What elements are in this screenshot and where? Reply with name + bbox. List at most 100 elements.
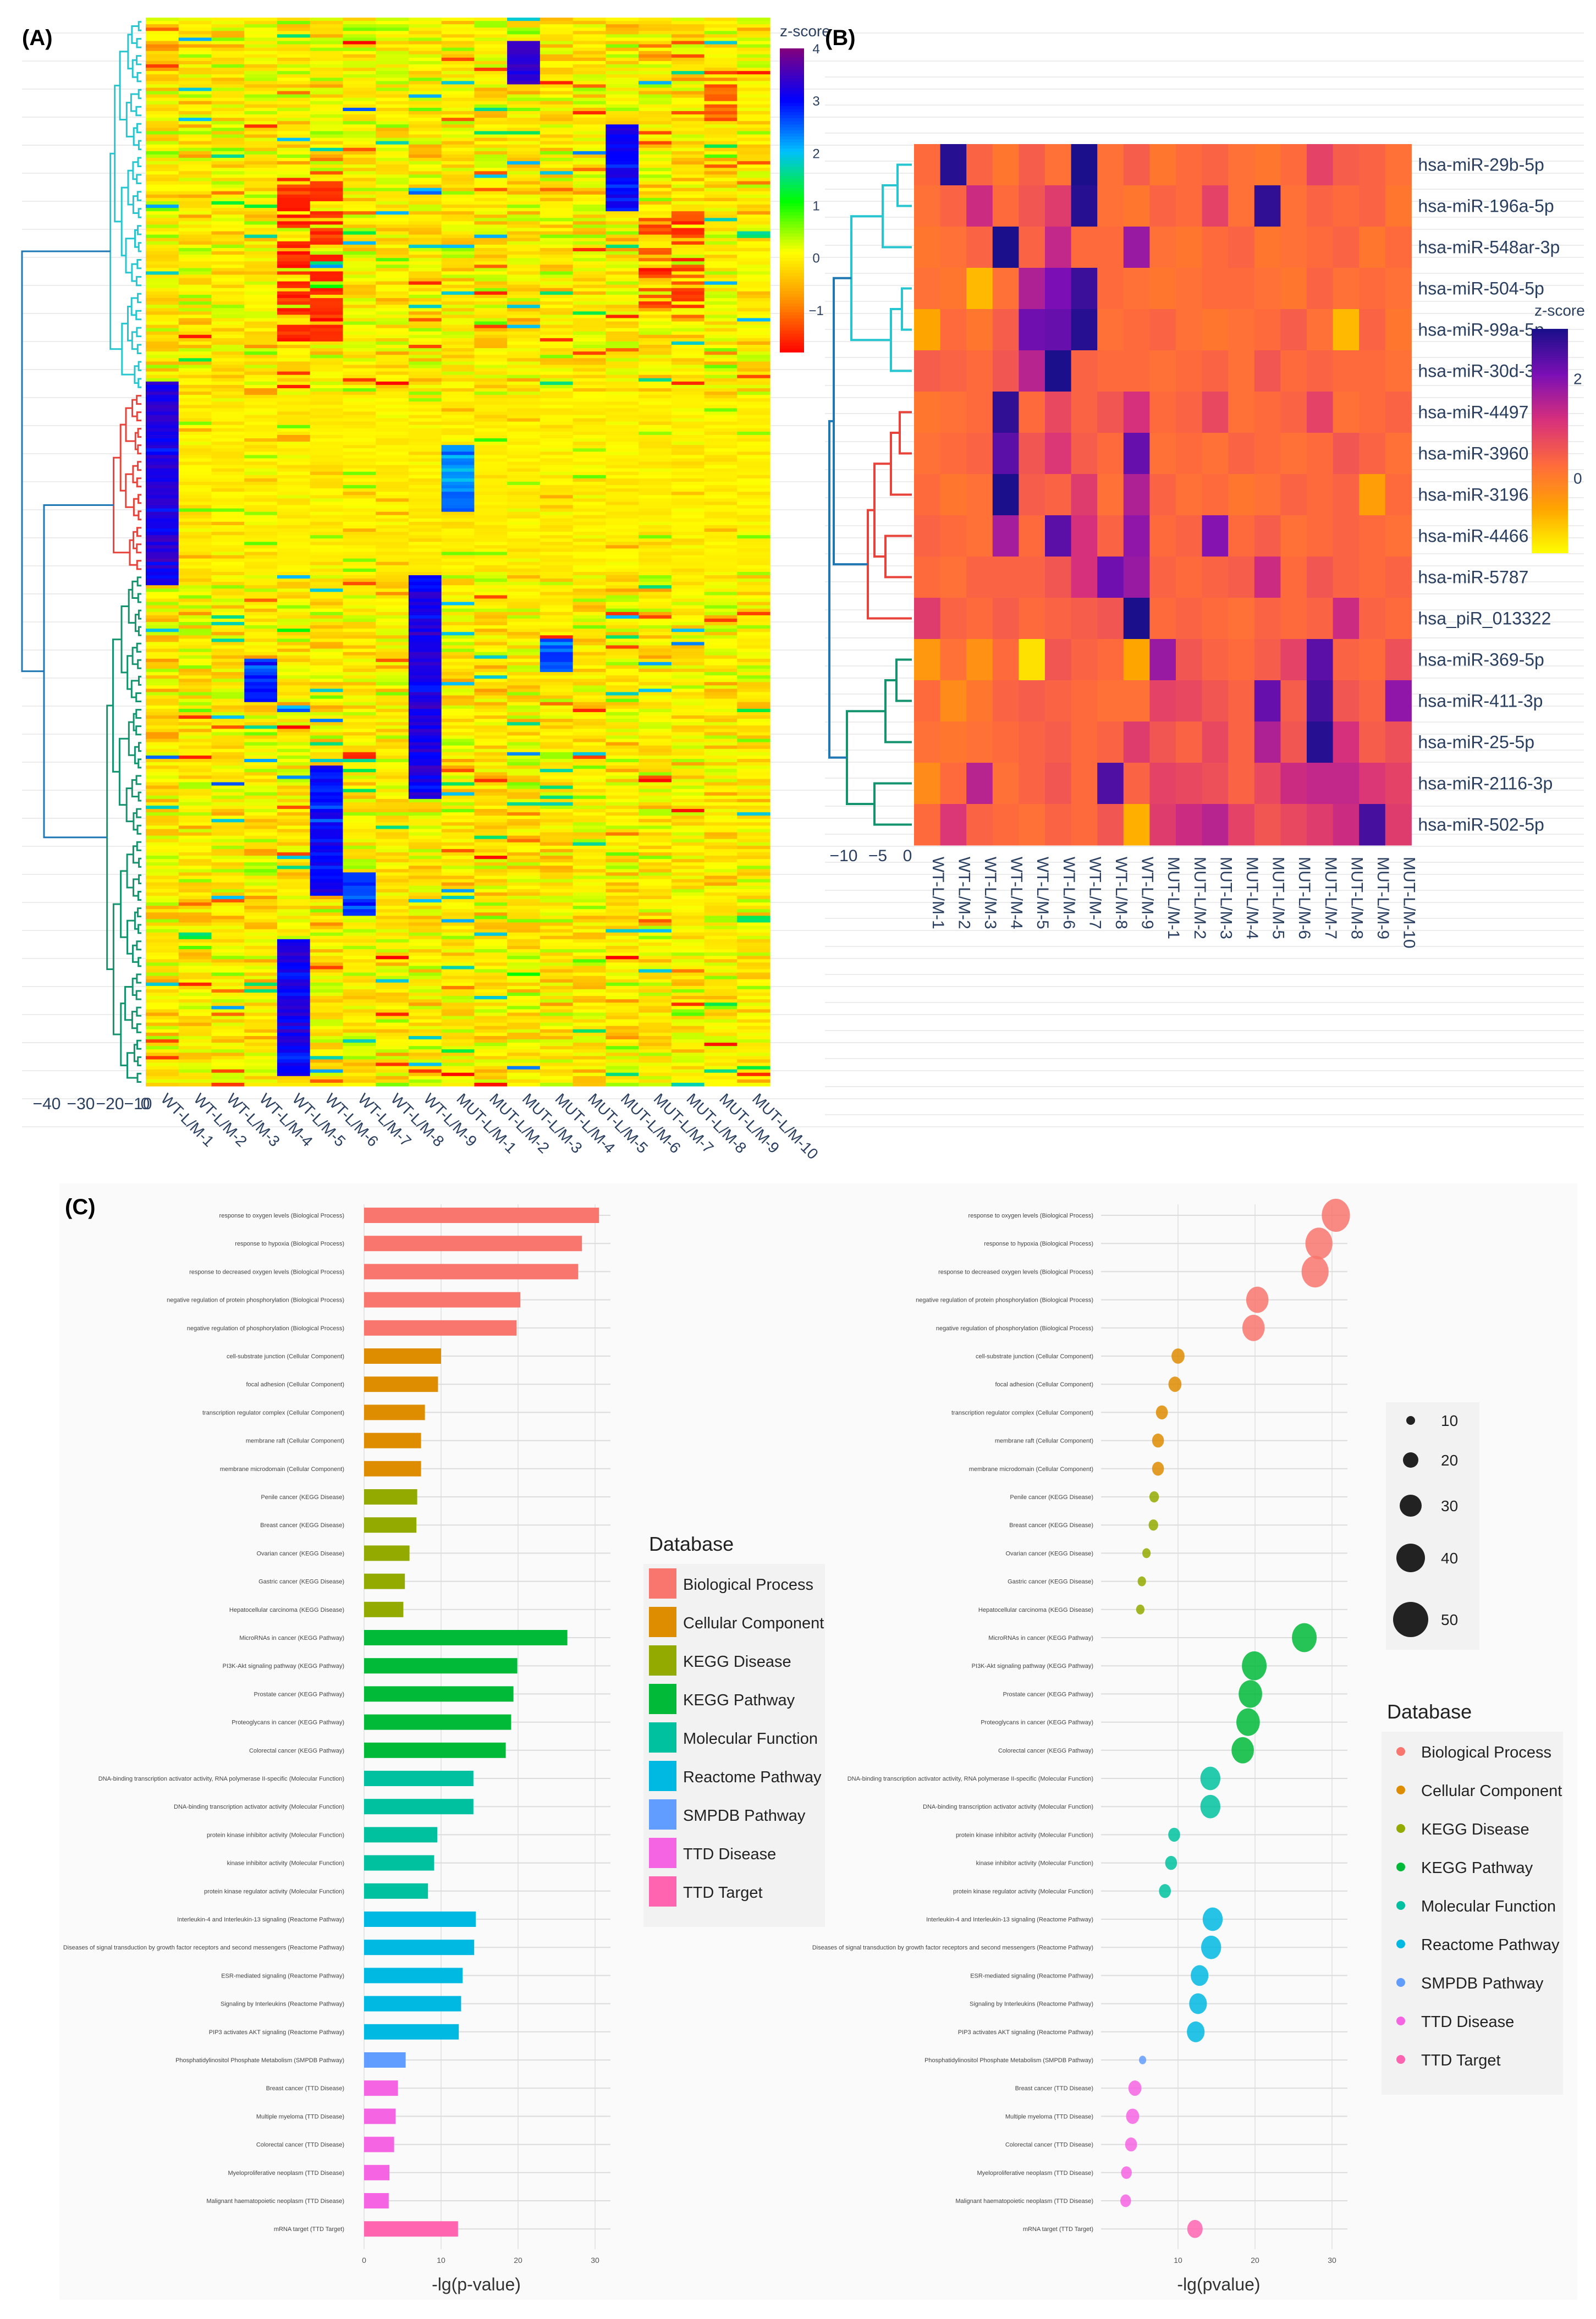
heatmap-a-cell xyxy=(704,859,738,863)
heatmap-a-cell xyxy=(704,51,738,55)
heatmap-a-cell xyxy=(376,44,409,48)
heatmap-a-cell xyxy=(178,118,212,122)
heatmap-a-cell xyxy=(671,398,705,402)
heatmap-a-cell xyxy=(639,518,672,522)
heatmap-a-cell xyxy=(474,71,508,75)
heatmap-a-cell xyxy=(540,421,574,426)
heatmap-a-cell xyxy=(671,255,705,258)
heatmap-a-cell xyxy=(573,665,606,669)
heatmap-a-cell xyxy=(408,211,442,215)
heatmap-a-cell xyxy=(146,398,179,402)
heatmap-a-cell xyxy=(441,765,475,769)
heatmap-a-cell xyxy=(671,665,705,669)
heatmap-a-cell xyxy=(639,378,672,382)
heatmap-a-cell xyxy=(376,171,409,175)
heatmap-a-cell xyxy=(704,545,738,549)
heatmap-a-cell xyxy=(408,769,442,773)
heatmap-a-cell xyxy=(408,428,442,432)
heatmap-a-cell xyxy=(704,144,738,148)
heatmap-a-cell xyxy=(639,742,672,746)
heatmap-a-cell xyxy=(146,625,179,629)
heatmap-a-cell xyxy=(474,171,508,175)
heatmap-a-cell xyxy=(178,622,212,626)
heatmap-a-cell xyxy=(211,34,245,38)
heatmap-a-cell xyxy=(408,244,442,249)
heatmap-a-cell xyxy=(507,147,541,152)
heatmap-a-cell xyxy=(146,785,179,790)
heatmap-a-cell xyxy=(310,251,344,255)
heatmap-a-cell xyxy=(671,81,705,85)
heatmap-a-cell xyxy=(376,739,409,743)
heatmap-a-cell xyxy=(376,21,409,25)
heatmap-a-cell xyxy=(376,331,409,335)
heatmap-a-cell xyxy=(408,592,442,596)
heatmap-a-cell xyxy=(573,124,606,128)
heatmap-a-cell xyxy=(408,191,442,195)
heatmap-a-cell xyxy=(573,201,606,205)
heatmap-a-cell xyxy=(704,178,738,182)
heatmap-a-cell xyxy=(408,542,442,546)
heatmap-a-cell xyxy=(277,205,311,208)
heatmap-a-cell xyxy=(376,638,409,643)
heatmap-a-cell xyxy=(178,197,212,202)
heatmap-a-cell xyxy=(178,615,212,619)
heatmap-a-cell xyxy=(474,291,508,295)
heatmap-a-cell xyxy=(573,101,606,105)
heatmap-a-cell xyxy=(573,688,606,693)
heatmap-a-cell xyxy=(704,565,738,569)
heatmap-a-cell xyxy=(146,68,179,71)
heatmap-a-cell xyxy=(277,128,311,132)
heatmap-a-cell xyxy=(671,598,705,603)
heatmap-a-cell xyxy=(178,618,212,623)
heatmap-a-cell xyxy=(408,64,442,68)
heatmap-a-cell xyxy=(343,71,376,75)
heatmap-a-cell xyxy=(211,525,245,529)
heatmap-a-cell xyxy=(277,311,311,315)
heatmap-a-cell xyxy=(474,87,508,92)
heatmap-a-cell xyxy=(146,765,179,769)
heatmap-a-cell xyxy=(277,261,311,265)
heatmap-a-cell xyxy=(671,31,705,35)
heatmap-a-cell xyxy=(408,732,442,736)
heatmap-a-cell xyxy=(146,532,179,536)
heatmap-a-cell xyxy=(737,395,771,399)
heatmap-a-cell xyxy=(178,418,212,422)
heatmap-a-cell xyxy=(474,829,508,833)
heatmap-a-cell xyxy=(474,458,508,462)
heatmap-a-cell xyxy=(737,615,771,619)
heatmap-a-cell xyxy=(606,378,639,382)
heatmap-a-cell xyxy=(540,568,574,572)
heatmap-a-cell xyxy=(606,41,639,45)
heatmap-a-cell xyxy=(507,455,541,459)
heatmap-a-cell xyxy=(704,588,738,592)
heatmap-a-cell xyxy=(441,374,475,379)
heatmap-a-cell xyxy=(474,371,508,376)
heatmap-a-cell xyxy=(244,618,278,623)
heatmap-a-cell xyxy=(671,238,705,242)
heatmap-a-cell xyxy=(704,104,738,108)
heatmap-a-cell xyxy=(310,695,344,699)
heatmap-a-cell xyxy=(639,101,672,105)
heatmap-a-cell xyxy=(211,468,245,472)
heatmap-a-cell xyxy=(704,579,738,582)
heatmap-a-cell xyxy=(146,872,179,877)
heatmap-a-cell xyxy=(211,588,245,592)
heatmap-a-cell xyxy=(540,582,574,586)
heatmap-a-cell xyxy=(540,605,574,609)
heatmap-a-cell xyxy=(146,795,179,800)
heatmap-a-cell xyxy=(573,74,606,78)
heatmap-a-cell xyxy=(277,495,311,499)
heatmap-a-cell xyxy=(671,34,705,38)
heatmap-a-cell xyxy=(441,822,475,826)
heatmap-a-cell xyxy=(474,107,508,112)
heatmap-a-cell xyxy=(146,655,179,659)
heatmap-a-cell xyxy=(507,41,541,45)
heatmap-a-cell xyxy=(310,114,344,118)
heatmap-a-cell xyxy=(244,168,278,172)
heatmap-a-cell xyxy=(671,605,705,609)
heatmap-a-cell xyxy=(441,361,475,366)
heatmap-a-cell xyxy=(211,141,245,145)
heatmap-a-cell xyxy=(540,221,574,225)
heatmap-a-cell xyxy=(211,315,245,319)
heatmap-a-cell xyxy=(540,384,574,389)
